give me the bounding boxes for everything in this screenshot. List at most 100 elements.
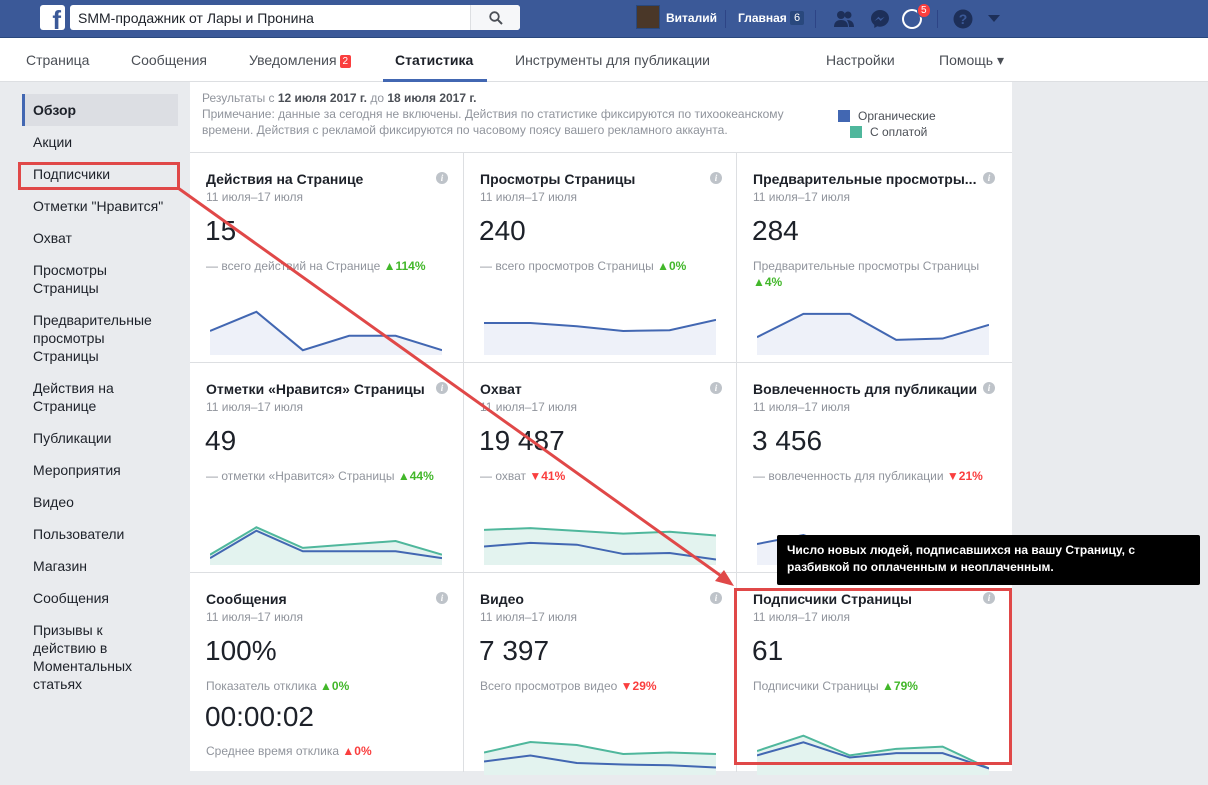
- messenger-icon[interactable]: [868, 7, 892, 31]
- legend-organic-swatch: [838, 110, 850, 122]
- chart-legend: Органические С оплатой: [838, 108, 936, 140]
- card-title[interactable]: Отметки «Нравится» Страницы: [206, 381, 425, 397]
- sidebar-item-actions[interactable]: Действия на Странице: [33, 380, 114, 414]
- sidebar-item-people[interactable]: Пользователи: [33, 526, 125, 542]
- card-change: ▼29%: [620, 679, 657, 693]
- card-date-range: 11 июля–17 июля: [206, 400, 304, 414]
- card-page-previews[interactable]: Предварительные просмотры... i 11 июля–17 …: [737, 153, 1010, 362]
- info-icon[interactable]: i: [983, 172, 995, 184]
- search-input[interactable]: [70, 5, 470, 30]
- card-value: 3 456: [752, 425, 823, 456]
- sparkline-chart: [210, 526, 442, 565]
- card-description: — всего просмотров Страницы ▲0%: [480, 258, 720, 274]
- organic-series-line: [757, 312, 989, 341]
- sidebar-item-messages[interactable]: Сообщения: [33, 590, 109, 606]
- sidebar-item-shop[interactable]: Магазин: [33, 558, 88, 574]
- tab-insights[interactable]: Статистика: [395, 52, 474, 68]
- sidebar-item-reach[interactable]: Охват: [33, 230, 72, 246]
- card-desc-text: Показатель отклика: [206, 679, 317, 693]
- help-icon[interactable]: ?: [951, 7, 975, 31]
- card-desc-text: — всего действий на Странице: [206, 259, 381, 273]
- sidebar-item-videos[interactable]: Видео: [33, 494, 74, 510]
- card-page-likes[interactable]: Отметки «Нравится» Страницы i 11 июля–17 и…: [190, 363, 463, 572]
- followers-card-highlight-box: [734, 588, 1012, 765]
- card-date-range: 11 июля–17 июля: [480, 400, 578, 414]
- profile-name-link[interactable]: Виталий: [666, 11, 717, 25]
- card-value: 284: [752, 215, 799, 246]
- info-icon[interactable]: i: [436, 592, 448, 604]
- card-desc-text: — вовлеченность для публикации: [753, 469, 944, 483]
- info-icon[interactable]: i: [710, 592, 722, 604]
- legend-paid-label: С оплатой: [870, 125, 928, 139]
- tab-page[interactable]: Страница: [26, 52, 90, 68]
- followers-tooltip: Число новых людей, подписавшихся на вашу…: [777, 535, 1200, 585]
- info-icon[interactable]: i: [983, 592, 995, 604]
- results-to-date: 18 июля 2017 г.: [387, 91, 477, 105]
- sidebar-item-events[interactable]: Мероприятия: [33, 462, 121, 478]
- info-icon[interactable]: i: [983, 382, 995, 394]
- avatar[interactable]: [636, 5, 660, 29]
- sidebar-item-page-previews[interactable]: Предварительные просмотры Страницы: [33, 312, 152, 364]
- sidebar-item-likes[interactable]: Отметки "Нравится": [33, 198, 164, 214]
- facebook-logo-icon[interactable]: f: [40, 5, 65, 30]
- notifications-badge: 2: [339, 55, 352, 68]
- top-bar: f Виталий Главная 6 5 ?: [0, 0, 1208, 38]
- search-button[interactable]: [470, 5, 520, 30]
- card-desc-text: Подписчики Страницы: [753, 679, 879, 693]
- card-desc-text: — всего просмотров Страницы: [480, 259, 654, 273]
- card-page-views[interactable]: Просмотры Страницы i 11 июля–17 июля 240 — в…: [464, 153, 737, 362]
- card-messages[interactable]: Сообщения i 11 июля–17 июля 100% Показатель …: [190, 573, 463, 782]
- card-title[interactable]: Действия на Странице: [206, 171, 364, 187]
- card-value: 15: [205, 215, 237, 246]
- card-title[interactable]: Сообщения: [206, 591, 287, 607]
- organic-series-area: [484, 319, 716, 355]
- tab-help[interactable]: Помощь ▾: [939, 52, 1004, 68]
- account-menu-icon[interactable]: [982, 7, 1006, 31]
- tab-notifications-label: Уведомления: [249, 52, 337, 68]
- card-title[interactable]: Видео: [480, 591, 524, 607]
- card-change: ▲114%: [383, 259, 426, 273]
- card-value: 61: [752, 635, 784, 666]
- info-icon[interactable]: i: [436, 172, 448, 184]
- tab-publishing-tools[interactable]: Инструменты для публикации: [515, 52, 710, 68]
- friend-requests-icon[interactable]: [832, 7, 856, 31]
- tab-notifications[interactable]: Уведомления 2: [249, 52, 352, 68]
- sidebar-item-promotions[interactable]: Акции: [33, 134, 73, 150]
- card-page-actions[interactable]: Действия на Странице i 11 июля–17 июля 15 — …: [190, 153, 463, 362]
- card-desc-text: Всего просмотров видео: [480, 679, 618, 693]
- card-title[interactable]: Предварительные просмотры...: [753, 171, 977, 187]
- tab-settings[interactable]: Настройки: [826, 52, 895, 68]
- home-link[interactable]: Главная: [738, 11, 787, 25]
- notifications-count-badge: 5: [917, 3, 931, 18]
- tab-messages[interactable]: Сообщения: [131, 52, 207, 68]
- card-reach[interactable]: Охват i 11 июля–17 июля 19 487 — охват ▼41%: [464, 363, 737, 572]
- card-page-followers[interactable]: Подписчики Страницы i 11 июля–17 июля 61 Под…: [737, 573, 1010, 782]
- card-description: Всего просмотров видео ▼29%: [480, 678, 720, 694]
- info-icon[interactable]: i: [710, 382, 722, 394]
- info-icon[interactable]: i: [710, 172, 722, 184]
- card-value: 7 397: [479, 635, 550, 666]
- divider: [190, 152, 1012, 153]
- card-change: ▼21%: [946, 469, 983, 483]
- sidebar-item-instant-articles-cta[interactable]: Призывы к действию в Моментальных статья…: [33, 622, 133, 692]
- results-mid: до: [367, 91, 388, 105]
- card-title[interactable]: Просмотры Страницы: [480, 171, 636, 187]
- info-icon[interactable]: i: [436, 382, 448, 394]
- card-videos[interactable]: Видео i 11 июля–17 июля 7 397 Всего просмотр…: [464, 573, 737, 782]
- card-description-secondary: Среднее время отклика ▲0%: [206, 744, 372, 758]
- card-change: ▼41%: [529, 469, 566, 483]
- card-change-secondary: ▲0%: [342, 744, 372, 758]
- sidebar-item-page-views[interactable]: Просмотры Страницы: [33, 262, 107, 296]
- sparkline-chart: [484, 740, 716, 775]
- card-value: 100%: [205, 635, 277, 666]
- search-icon: [488, 10, 503, 25]
- followers-highlight-box: [18, 162, 180, 190]
- paid-series-line: [484, 740, 716, 756]
- card-desc-text: Предварительные просмотры Страницы: [753, 259, 980, 273]
- sidebar-item-followers[interactable]: Подписчики: [33, 166, 111, 182]
- card-title[interactable]: Вовлеченность для публикации: [753, 381, 978, 397]
- sidebar-item-posts[interactable]: Публикации: [33, 430, 112, 446]
- card-date-range: 11 июля–17 июля: [480, 190, 578, 204]
- card-title[interactable]: Охват: [480, 381, 522, 397]
- sidebar-item-overview[interactable]: Обзор: [22, 94, 178, 126]
